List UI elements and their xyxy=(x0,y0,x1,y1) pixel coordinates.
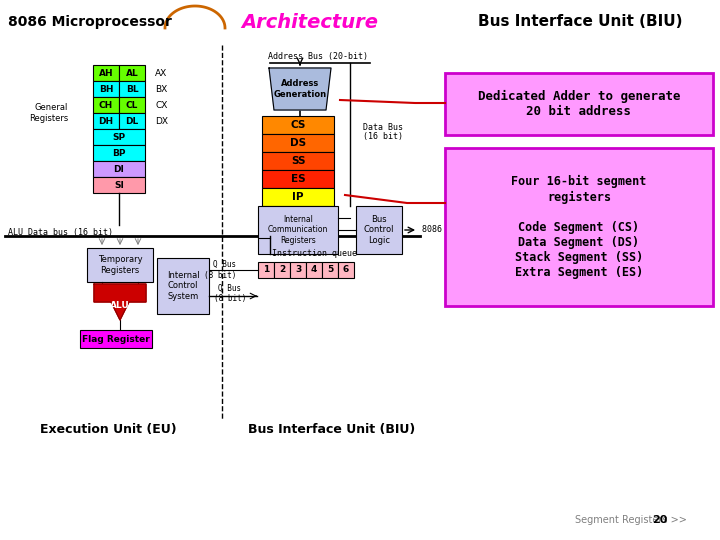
Text: DI: DI xyxy=(114,165,125,173)
Text: Segment Registers >>: Segment Registers >> xyxy=(575,515,687,525)
Text: Bus Interface Unit (BIU): Bus Interface Unit (BIU) xyxy=(248,423,415,436)
Text: Address
Generation: Address Generation xyxy=(274,79,327,99)
Text: Architecture: Architecture xyxy=(241,12,379,31)
Bar xyxy=(93,81,119,97)
Bar xyxy=(262,170,334,188)
Bar xyxy=(119,97,145,113)
Text: BL: BL xyxy=(126,84,138,93)
Bar xyxy=(119,65,145,81)
Bar xyxy=(93,177,145,193)
Text: 6: 6 xyxy=(343,266,349,274)
Text: Temporary
Registers: Temporary Registers xyxy=(98,255,143,275)
Text: AL: AL xyxy=(125,69,138,78)
Polygon shape xyxy=(94,284,146,320)
Text: AH: AH xyxy=(99,69,113,78)
Text: DX: DX xyxy=(155,117,168,125)
Text: 5: 5 xyxy=(327,266,333,274)
Bar xyxy=(290,262,306,278)
Bar xyxy=(119,113,145,129)
Text: 8086 Bus: 8086 Bus xyxy=(422,226,462,234)
Text: Instruction queue: Instruction queue xyxy=(272,249,358,259)
Text: 4: 4 xyxy=(311,266,318,274)
Bar xyxy=(93,113,119,129)
Bar xyxy=(262,116,334,134)
Text: 2: 2 xyxy=(279,266,285,274)
Text: 3: 3 xyxy=(295,266,301,274)
Text: 1: 1 xyxy=(263,266,269,274)
Bar xyxy=(80,330,152,348)
Text: ALU Data bus (16 bit): ALU Data bus (16 bit) xyxy=(8,227,113,237)
Bar xyxy=(306,262,322,278)
Polygon shape xyxy=(269,68,331,110)
Text: SS: SS xyxy=(291,156,305,166)
Text: Q Bus: Q Bus xyxy=(218,284,242,293)
Bar xyxy=(258,262,274,278)
Text: Data Bus: Data Bus xyxy=(363,124,403,132)
Bar xyxy=(93,129,145,145)
Text: BX: BX xyxy=(155,84,167,93)
Text: DS: DS xyxy=(290,138,306,148)
Text: Q Bus
(8 bit): Q Bus (8 bit) xyxy=(204,260,236,280)
Text: BP: BP xyxy=(112,148,126,158)
Bar xyxy=(445,148,713,306)
Text: AX: AX xyxy=(155,69,167,78)
Text: General
Registers: General Registers xyxy=(29,103,68,123)
Text: SI: SI xyxy=(114,180,124,190)
Text: IP: IP xyxy=(292,192,304,202)
Text: ALU: ALU xyxy=(110,301,130,310)
Text: Bus
Control
Logic: Bus Control Logic xyxy=(364,215,395,245)
Text: Flag Register: Flag Register xyxy=(82,334,150,343)
Bar xyxy=(262,152,334,170)
Bar xyxy=(93,65,119,81)
Text: Execution Unit (EU): Execution Unit (EU) xyxy=(40,423,176,436)
Text: 20: 20 xyxy=(652,515,667,525)
Text: SP: SP xyxy=(112,132,125,141)
Text: Bus Interface Unit (BIU): Bus Interface Unit (BIU) xyxy=(478,15,683,30)
Bar xyxy=(274,262,290,278)
Bar xyxy=(258,206,338,254)
Text: ES: ES xyxy=(291,174,305,184)
Text: (8 bit): (8 bit) xyxy=(214,294,246,302)
Bar xyxy=(93,161,145,177)
Bar xyxy=(119,81,145,97)
Bar xyxy=(87,248,153,282)
Text: DL: DL xyxy=(125,117,139,125)
Text: (16 bit): (16 bit) xyxy=(363,132,403,140)
Text: 8086 Microprocessor: 8086 Microprocessor xyxy=(8,15,172,29)
Bar xyxy=(157,258,209,314)
Bar xyxy=(322,262,338,278)
Text: Internal
Control
System: Internal Control System xyxy=(167,271,199,301)
Text: Four 16-bit segment
registers

Code Segment (CS)
Data Segment (DS)
Stack Segment: Four 16-bit segment registers Code Segme… xyxy=(511,176,647,279)
Text: CS: CS xyxy=(290,120,306,130)
Bar xyxy=(356,206,402,254)
Text: Address Bus (20-bit): Address Bus (20-bit) xyxy=(268,52,368,62)
Text: CX: CX xyxy=(155,100,167,110)
Bar xyxy=(93,145,145,161)
Text: Dedicated Adder to generate
20 bit address: Dedicated Adder to generate 20 bit addre… xyxy=(478,90,680,118)
Text: CL: CL xyxy=(126,100,138,110)
Text: CH: CH xyxy=(99,100,113,110)
Bar xyxy=(93,97,119,113)
Text: BH: BH xyxy=(99,84,113,93)
Bar xyxy=(262,188,334,206)
Text: DH: DH xyxy=(99,117,114,125)
Text: Internal
Communication
Registers: Internal Communication Registers xyxy=(268,215,328,245)
Bar xyxy=(338,262,354,278)
Bar xyxy=(445,73,713,135)
Bar xyxy=(262,134,334,152)
